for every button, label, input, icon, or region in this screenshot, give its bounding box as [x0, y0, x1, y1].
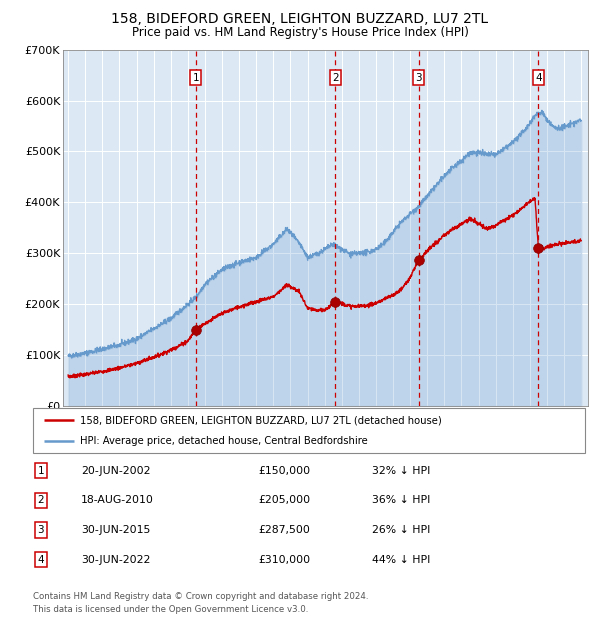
- Text: 32% ↓ HPI: 32% ↓ HPI: [372, 466, 430, 476]
- Text: £150,000: £150,000: [258, 466, 310, 476]
- Text: 2: 2: [332, 73, 339, 82]
- Text: £205,000: £205,000: [258, 495, 310, 505]
- Text: This data is licensed under the Open Government Licence v3.0.: This data is licensed under the Open Gov…: [33, 604, 308, 614]
- Text: 20-JUN-2002: 20-JUN-2002: [81, 466, 151, 476]
- Text: 4: 4: [37, 555, 44, 565]
- Text: 3: 3: [37, 525, 44, 535]
- Text: 30-JUN-2022: 30-JUN-2022: [81, 555, 151, 565]
- Text: 36% ↓ HPI: 36% ↓ HPI: [372, 495, 430, 505]
- Text: 1: 1: [193, 73, 199, 82]
- Text: 2: 2: [37, 495, 44, 505]
- Text: 158, BIDEFORD GREEN, LEIGHTON BUZZARD, LU7 2TL (detached house): 158, BIDEFORD GREEN, LEIGHTON BUZZARD, L…: [80, 415, 442, 425]
- Text: HPI: Average price, detached house, Central Bedfordshire: HPI: Average price, detached house, Cent…: [80, 435, 368, 446]
- Text: £310,000: £310,000: [258, 555, 310, 565]
- Text: 26% ↓ HPI: 26% ↓ HPI: [372, 525, 430, 535]
- Text: Contains HM Land Registry data © Crown copyright and database right 2024.: Contains HM Land Registry data © Crown c…: [33, 592, 368, 601]
- Text: 3: 3: [415, 73, 422, 82]
- Text: 4: 4: [535, 73, 542, 82]
- Text: £287,500: £287,500: [258, 525, 310, 535]
- Text: 158, BIDEFORD GREEN, LEIGHTON BUZZARD, LU7 2TL: 158, BIDEFORD GREEN, LEIGHTON BUZZARD, L…: [112, 12, 488, 27]
- Text: 30-JUN-2015: 30-JUN-2015: [81, 525, 151, 535]
- Text: 18-AUG-2010: 18-AUG-2010: [81, 495, 154, 505]
- Text: Price paid vs. HM Land Registry's House Price Index (HPI): Price paid vs. HM Land Registry's House …: [131, 26, 469, 39]
- Text: 1: 1: [37, 466, 44, 476]
- Text: 44% ↓ HPI: 44% ↓ HPI: [372, 555, 430, 565]
